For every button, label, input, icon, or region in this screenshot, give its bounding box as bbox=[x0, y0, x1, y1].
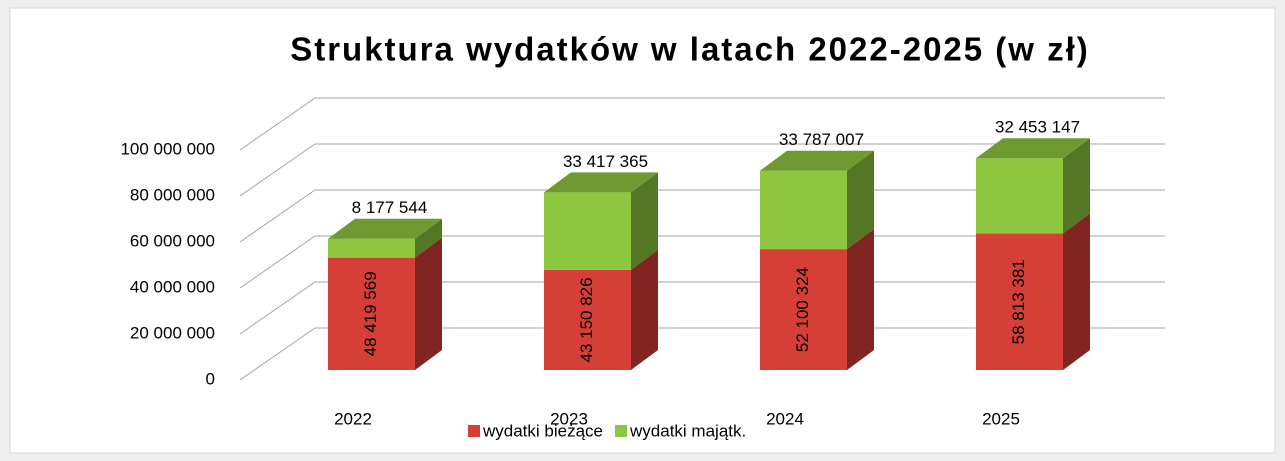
legend-label: wydatki majątk. bbox=[629, 421, 746, 440]
value-label: 32 453 147 bbox=[995, 118, 1080, 137]
bar-front bbox=[760, 249, 847, 370]
bar-side bbox=[1063, 138, 1090, 234]
grid-line bbox=[239, 235, 1165, 289]
bar-side bbox=[847, 150, 874, 250]
bar-top bbox=[544, 172, 658, 193]
bar-segment bbox=[760, 229, 874, 370]
bar-side-shade bbox=[631, 172, 658, 270]
bar-top-shade bbox=[976, 138, 1090, 159]
bar-top bbox=[760, 150, 874, 171]
value-label: 43 150 826 bbox=[577, 277, 596, 362]
x-tick-label: 2024 bbox=[766, 409, 804, 428]
grid-line bbox=[239, 327, 1165, 381]
bar-segment bbox=[760, 150, 874, 250]
bar-top-shade bbox=[328, 218, 442, 239]
bar-segment bbox=[976, 138, 1090, 234]
x-tick-label: 2023 bbox=[550, 409, 588, 428]
value-label: 58 813 381 bbox=[1009, 259, 1028, 344]
bar-top-shade bbox=[760, 150, 874, 171]
bar-front bbox=[544, 192, 631, 270]
grid-line bbox=[239, 281, 1165, 335]
bar-side-shade bbox=[415, 237, 442, 370]
bar-side bbox=[847, 229, 874, 370]
y-tick-label: 40 000 000 bbox=[130, 277, 215, 296]
value-label: 48 419 569 bbox=[361, 271, 380, 356]
bar-front bbox=[328, 257, 415, 370]
y-tick-label: 60 000 000 bbox=[130, 231, 215, 250]
bar-segment bbox=[328, 237, 442, 370]
bar-top bbox=[976, 138, 1090, 159]
bar-front bbox=[544, 269, 631, 370]
x-tick-label: 2022 bbox=[334, 409, 372, 428]
y-tick-label: 80 000 000 bbox=[130, 185, 215, 204]
bar-side bbox=[631, 172, 658, 270]
bar-front bbox=[976, 158, 1063, 234]
y-tick-label: 100 000 000 bbox=[120, 139, 215, 158]
legend-swatch bbox=[615, 425, 628, 437]
bar-segment bbox=[544, 249, 658, 370]
bar-side bbox=[415, 218, 442, 258]
grid-line bbox=[239, 189, 1165, 243]
value-label: 33 787 007 bbox=[779, 130, 864, 149]
bar-segment bbox=[544, 172, 658, 270]
x-tick-label: 2025 bbox=[982, 409, 1020, 428]
value-label: 33 417 365 bbox=[563, 152, 648, 171]
bar-segment bbox=[328, 218, 442, 258]
bar-side bbox=[1063, 213, 1090, 370]
value-label: 52 100 324 bbox=[793, 267, 812, 352]
bar-front bbox=[760, 170, 847, 250]
bar-front bbox=[328, 238, 415, 258]
bar-top bbox=[328, 218, 442, 239]
grid-line bbox=[239, 97, 1165, 151]
bar-side-shade bbox=[847, 229, 874, 370]
bar-front bbox=[976, 233, 1063, 370]
grid-line bbox=[239, 143, 1165, 197]
chart-title: Struktura wydatków w latach 2022-2025 (w… bbox=[290, 31, 1090, 68]
bar-side bbox=[631, 249, 658, 370]
bar-side bbox=[415, 237, 442, 370]
bar-side-shade bbox=[631, 249, 658, 370]
y-tick-label: 20 000 000 bbox=[130, 323, 215, 342]
bar-side-shade bbox=[415, 218, 442, 258]
bar-top-shade bbox=[544, 172, 658, 193]
value-label: 8 177 544 bbox=[352, 198, 428, 217]
legend-label: wydatki bieżące bbox=[482, 421, 603, 440]
y-tick-label: 0 bbox=[206, 369, 215, 388]
bar-side-shade bbox=[1063, 213, 1090, 370]
bar-side-shade bbox=[1063, 138, 1090, 234]
bar-side-shade bbox=[847, 150, 874, 250]
bar-segment bbox=[976, 213, 1090, 370]
legend-swatch bbox=[468, 425, 480, 437]
